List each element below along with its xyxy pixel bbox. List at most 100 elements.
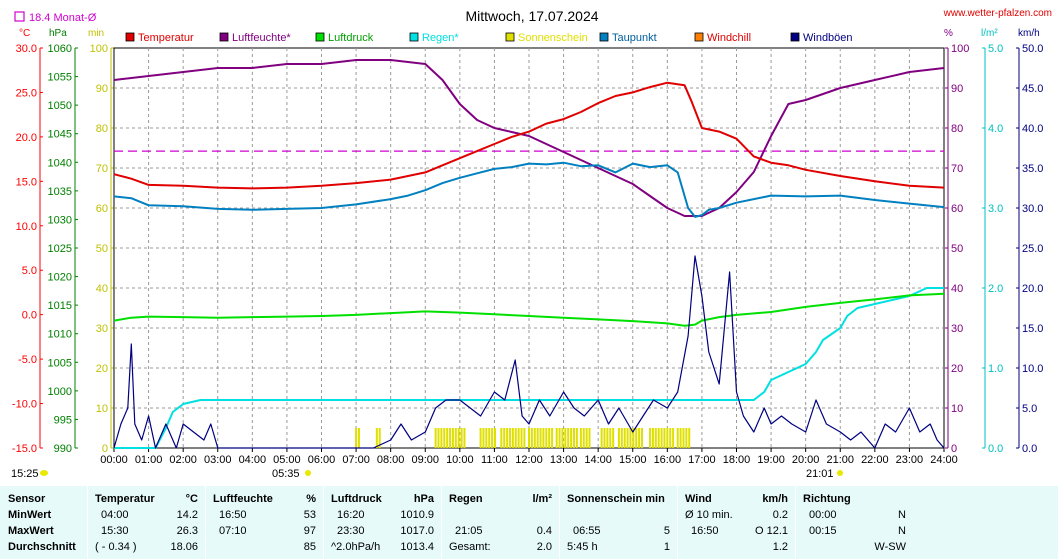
sunshine-bar xyxy=(530,428,533,448)
sunshine-bar xyxy=(558,428,561,448)
unit-celsius: °C xyxy=(19,28,30,39)
sunshine-bar xyxy=(523,428,526,448)
stats-header-druck: Luftdruck xyxy=(331,493,382,505)
stats-separator xyxy=(795,486,796,559)
stats-header-richtung: Richtung xyxy=(803,493,851,505)
stats-header-wind-unit: km/h xyxy=(762,493,788,505)
sunshine-bar xyxy=(626,428,629,448)
y-tick-label-temp: 0.0 xyxy=(22,310,37,322)
stats-cell: 16:50 xyxy=(219,509,247,521)
y-tick-label-min: 50 xyxy=(96,243,108,255)
stats-header-feuchte: Luftfeuchte xyxy=(213,493,273,505)
y-tick-label-wind: 30.0 xyxy=(1022,203,1043,215)
y-tick-label-pct: 100 xyxy=(951,43,969,55)
stats-cell: 16:20 xyxy=(337,509,365,521)
stats-cell: 26.3 xyxy=(176,525,198,537)
sunshine-bar xyxy=(606,428,609,448)
y-tick-label-hpa: 1055 xyxy=(48,72,72,84)
sunshine-bar xyxy=(555,428,558,448)
y-tick-label-min: 20 xyxy=(96,363,108,375)
legend-label-temperatur: Temperatur xyxy=(138,32,194,44)
sunshine-bar xyxy=(579,428,582,448)
y-tick-label-temp: -15.0 xyxy=(12,443,37,455)
sunshine-bar xyxy=(357,428,360,448)
y-tick-label-wind: 15.0 xyxy=(1022,323,1043,335)
series-line-temperatur xyxy=(113,81,945,190)
sunshine-bar xyxy=(588,428,591,448)
sunset-time: 21:01 xyxy=(806,468,834,480)
stats-header-wind: Wind xyxy=(685,493,712,505)
sunshine-bar xyxy=(494,428,497,448)
y-tick-label-temp: -5.0 xyxy=(18,354,37,366)
stats-cell: 1013.4 xyxy=(400,541,434,553)
stats-row-label: Durchschnitt xyxy=(8,541,76,553)
sunshine-bar xyxy=(506,428,509,448)
unit-hpa: hPa xyxy=(49,28,67,39)
stats-cell: 53 xyxy=(303,509,316,521)
series-line-windboeen xyxy=(113,255,945,449)
y-tick-label-hpa: 990 xyxy=(54,443,72,455)
sunshine-bar xyxy=(536,428,539,448)
legend-label-windchill: Windchill xyxy=(707,32,751,44)
legend-label-sonnenschein: Sonnenschein xyxy=(518,32,588,44)
sunshine-bar xyxy=(669,428,672,448)
sunshine-bar xyxy=(663,428,666,448)
sunshine-bar xyxy=(575,428,578,448)
y-tick-label-hpa: 1050 xyxy=(48,100,72,112)
y-tick-label-hpa: 1015 xyxy=(48,300,72,312)
sunshine-bar xyxy=(485,428,488,448)
sunshine-bar xyxy=(620,428,623,448)
y-tick-label-wind: 45.0 xyxy=(1022,83,1043,95)
y-tick-label-pct: 90 xyxy=(951,83,963,95)
stats-panel: Sensor Temperatur °C Luftfeuchte % Luftd… xyxy=(0,486,1058,559)
sunshine-bar xyxy=(685,428,688,448)
sunshine-bar xyxy=(375,428,378,448)
legend-swatch-windboeen xyxy=(790,32,800,42)
stats-cell: 00:15 xyxy=(809,525,837,537)
sunshine-bar xyxy=(570,428,573,448)
sunshine-bar xyxy=(457,428,460,448)
axes-group: 00:00 01:00 02:00 03:00 04:00 05:00 06:00 07:00… xyxy=(12,43,1044,466)
y-tick-label-wind: 20.0 xyxy=(1022,283,1043,295)
y-tick-label-min: 30 xyxy=(96,323,108,335)
sunshine-bar xyxy=(533,428,536,448)
stats-separator xyxy=(205,486,206,559)
y-tick-label-pct: 0 xyxy=(951,443,957,455)
y-tick-label-hpa: 1025 xyxy=(48,243,72,255)
stats-header-sensor: Sensor xyxy=(8,493,46,505)
y-tick-label-pct: 40 xyxy=(951,283,963,295)
sunshine-bar xyxy=(688,428,691,448)
sunshine-bar xyxy=(582,428,585,448)
x-tick-label: 21:00 xyxy=(826,454,854,466)
sunshine-bar xyxy=(564,428,567,448)
legend-swatch-temperatur xyxy=(125,32,135,42)
y-tick-label-hpa: 1035 xyxy=(48,186,72,198)
sunshine-bar xyxy=(651,428,654,448)
stats-cell: 5:45 h xyxy=(567,541,598,553)
stats-cell: 16:50 xyxy=(691,525,719,537)
stats-cell: 5 xyxy=(663,525,670,537)
y-tick-label-wind: 25.0 xyxy=(1022,243,1043,255)
sunshine-bar xyxy=(660,428,663,448)
series-line-luftfeuchte xyxy=(113,59,945,217)
x-tick-label: 07:00 xyxy=(342,454,370,466)
y-tick-label-hpa: 1020 xyxy=(48,272,72,284)
y-tick-label-temp: -10.0 xyxy=(12,399,37,411)
stats-cell: 1 xyxy=(663,541,670,553)
stats-header-temp-unit: °C xyxy=(185,493,198,505)
sunshine-bar xyxy=(514,428,517,448)
sunshine-bar xyxy=(463,428,466,448)
x-tick-label: 23:00 xyxy=(896,454,924,466)
monat-legend-label: 18.4 Monat-Ø xyxy=(29,12,97,24)
site-url[interactable]: www.wetter-pfalzen.com xyxy=(943,8,1052,19)
stats-cell: N xyxy=(898,509,906,521)
y-tick-label-hpa: 1000 xyxy=(48,386,72,398)
legend-swatch-windchill xyxy=(694,32,704,42)
footer-time: 15:25 xyxy=(11,468,39,480)
stats-cell: 97 xyxy=(303,525,316,537)
stats-cell: N xyxy=(898,525,906,537)
sunshine-bar xyxy=(446,428,449,448)
sunshine-bar xyxy=(657,428,660,448)
sunshine-bar xyxy=(672,428,675,448)
x-tick-label: 17:00 xyxy=(688,454,716,466)
